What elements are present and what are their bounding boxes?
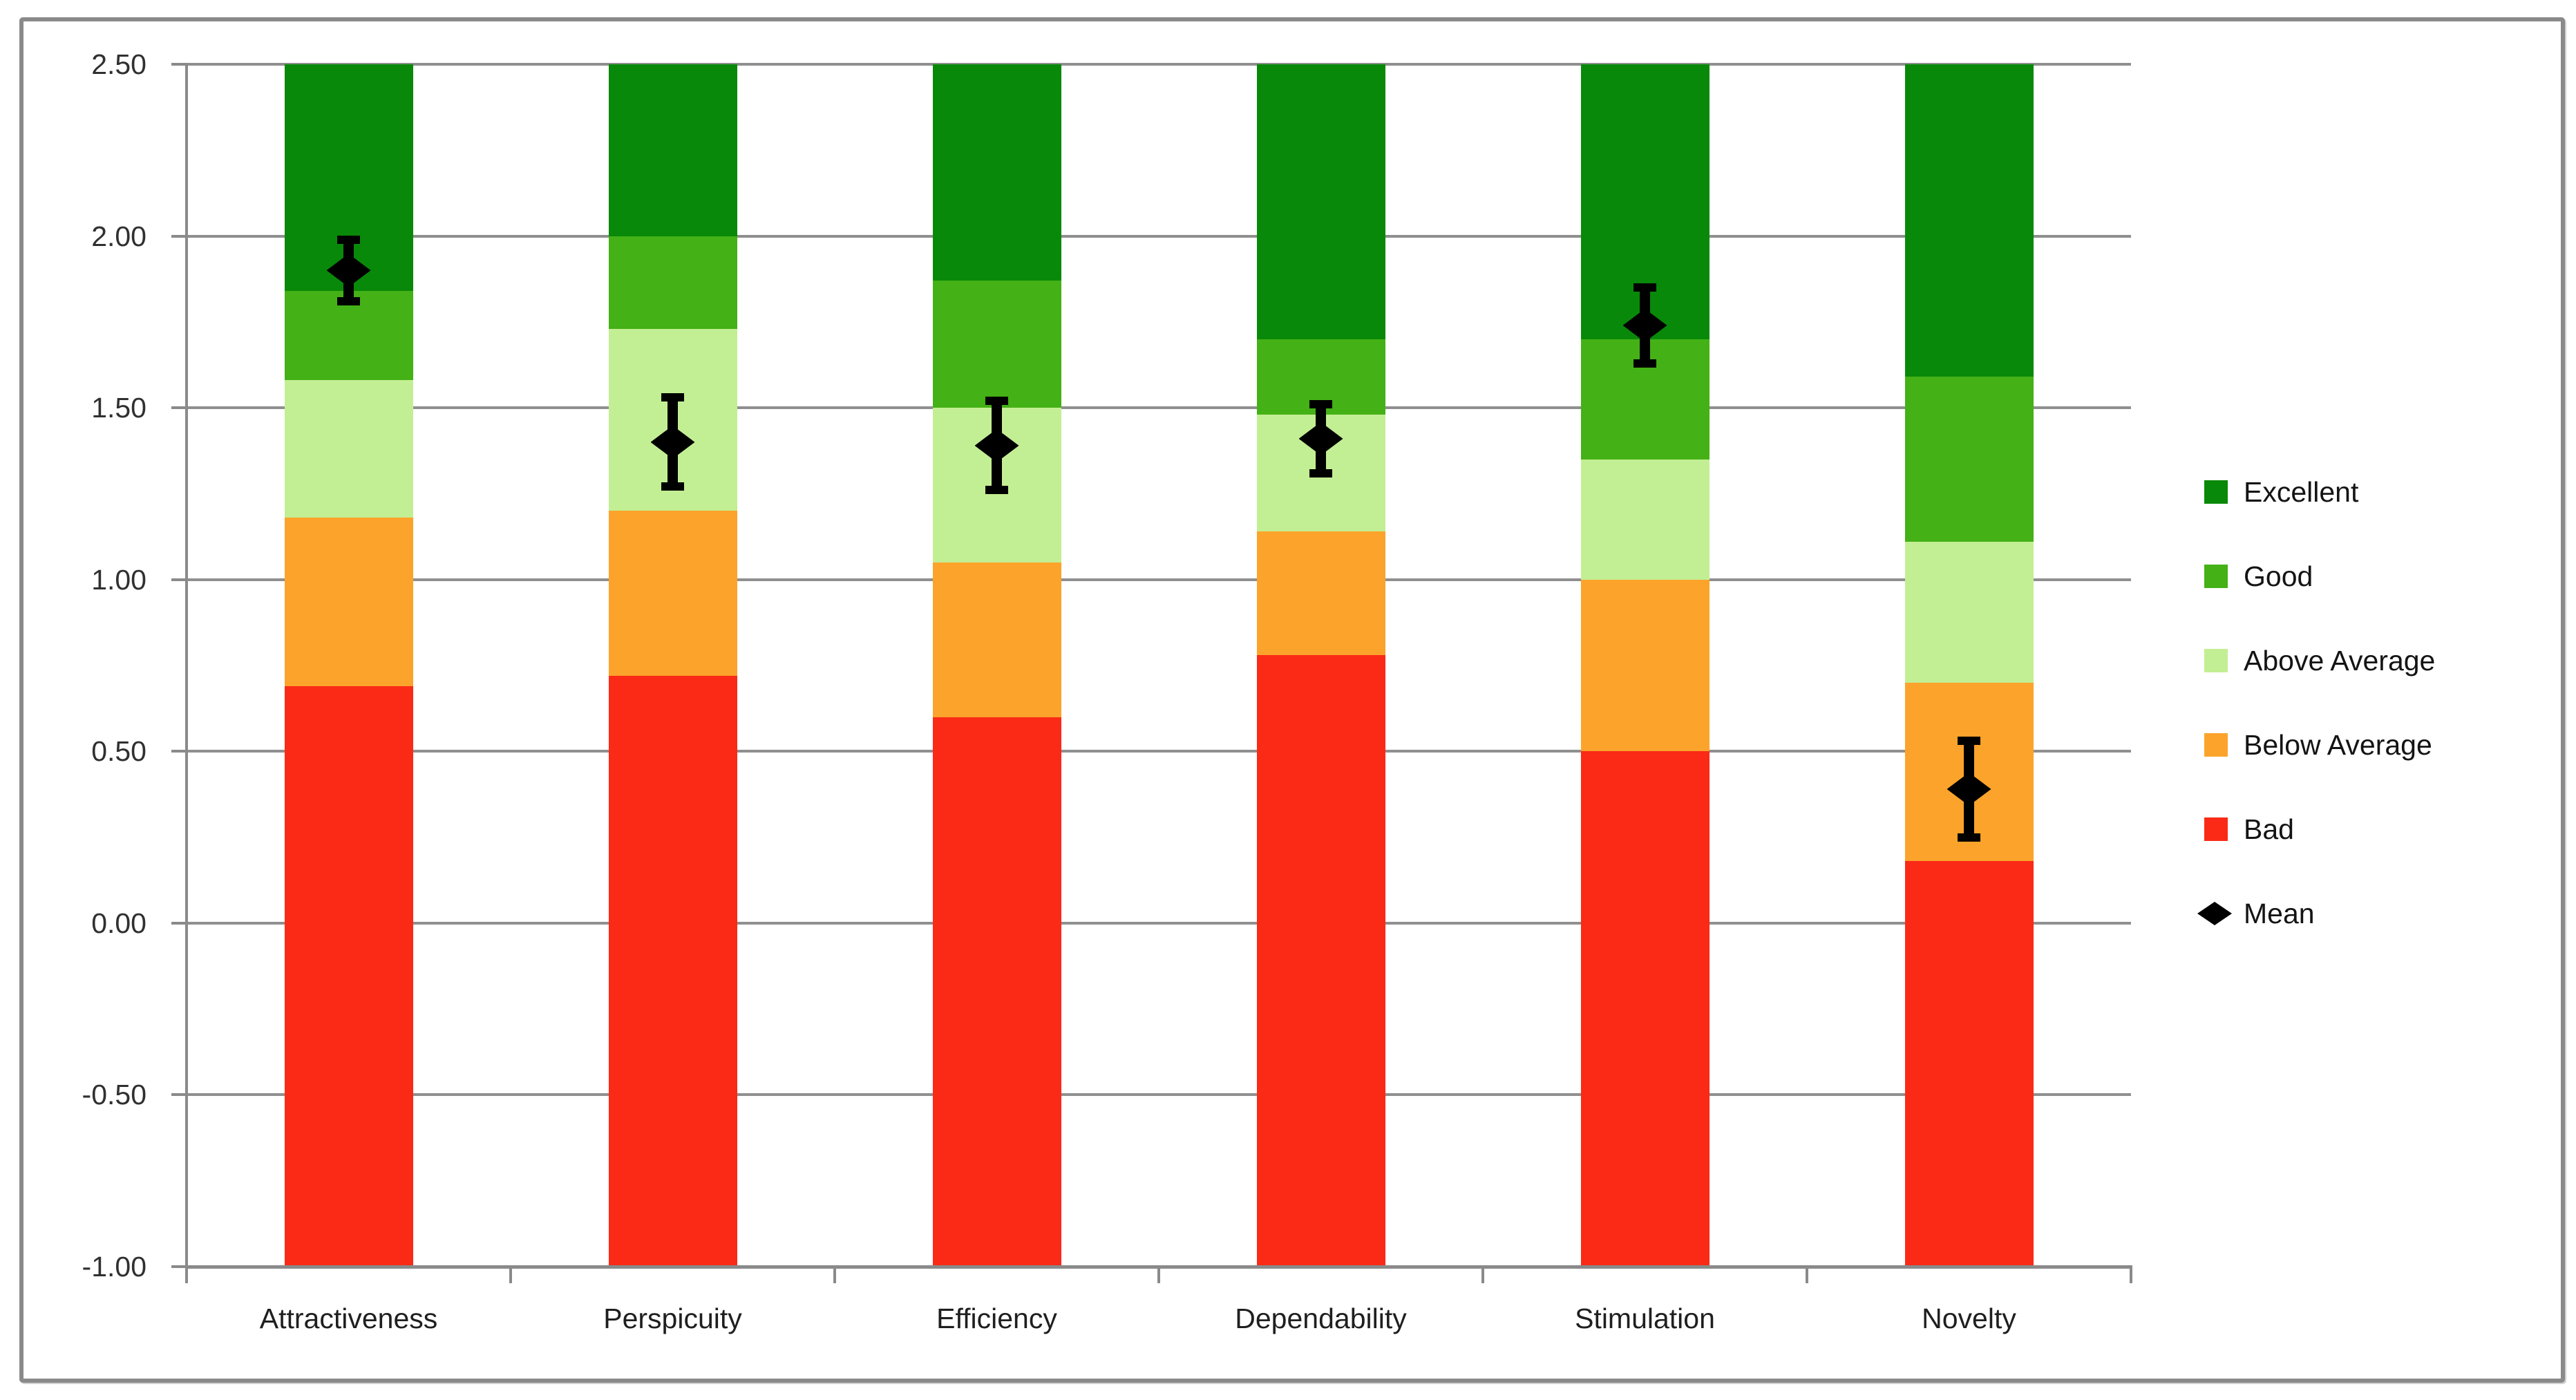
mean-error-bar-cap-top bbox=[337, 235, 360, 244]
legend-item-label: Above Average bbox=[2244, 645, 2436, 677]
legend-item-label: Bad bbox=[2244, 813, 2294, 845]
x-tick bbox=[833, 1267, 836, 1283]
legend-swatch-below-average bbox=[2204, 733, 2228, 757]
mean-error-bar-cap-top bbox=[1958, 737, 1980, 746]
y-tick bbox=[171, 750, 187, 753]
legend-swatch-good bbox=[2204, 565, 2228, 588]
legend-swatch-excellent bbox=[2204, 480, 2228, 504]
y-tick bbox=[171, 921, 187, 925]
x-tick bbox=[1806, 1267, 1808, 1283]
y-gridline bbox=[187, 1093, 2131, 1097]
x-tick bbox=[1481, 1267, 1484, 1283]
bar-segment-below-average bbox=[1580, 579, 1710, 752]
bar-segment-above-average bbox=[1904, 542, 2034, 683]
y-gridline bbox=[187, 234, 2131, 238]
bar-segment-excellent bbox=[1904, 64, 2034, 377]
y-tick bbox=[171, 1093, 187, 1097]
legend-item-label: Mean bbox=[2244, 898, 2315, 929]
mean-error-bar-cap-bottom bbox=[337, 297, 360, 306]
bar-segment-below-average bbox=[932, 562, 1061, 717]
bar-segment-good bbox=[932, 281, 1061, 408]
bar-segment-excellent bbox=[1256, 64, 1385, 339]
y-axis-tick-label: 0.50 bbox=[91, 735, 146, 768]
y-gridline bbox=[187, 578, 2131, 581]
x-tick bbox=[1157, 1267, 1160, 1283]
x-axis-category-label: Stimulation bbox=[1575, 1303, 1715, 1334]
y-axis-tick-label: 2.50 bbox=[91, 48, 146, 80]
bar-segment-above-average bbox=[1580, 459, 1710, 580]
y-tick bbox=[171, 578, 187, 581]
y-gridline bbox=[187, 406, 2131, 410]
y-axis-tick-label: 0.00 bbox=[91, 907, 146, 939]
y-axis-tick-label: 1.50 bbox=[91, 392, 146, 424]
mean-error-bar-cap-bottom bbox=[661, 482, 684, 491]
bar-segment-bad bbox=[1256, 655, 1385, 1267]
bar-segment-good bbox=[284, 291, 413, 381]
mean-error-bar-cap-top bbox=[985, 397, 1008, 406]
bar-segment-bad bbox=[608, 675, 737, 1267]
y-gridline bbox=[187, 750, 2131, 753]
y-tick bbox=[171, 63, 187, 66]
x-tick bbox=[509, 1267, 512, 1283]
bar-segment-excellent bbox=[932, 64, 1061, 281]
x-axis-category-label: Efficiency bbox=[936, 1303, 1057, 1334]
bar-segment-excellent bbox=[608, 64, 737, 236]
y-axis-tick-label: 1.00 bbox=[91, 563, 146, 596]
y-gridline bbox=[187, 921, 2131, 925]
legend-item-label: Good bbox=[2244, 560, 2313, 592]
bar-segment-below-average bbox=[284, 518, 413, 686]
bar-segment-good bbox=[608, 236, 737, 329]
legend-swatch-bad bbox=[2204, 817, 2228, 841]
y-tick bbox=[171, 234, 187, 238]
x-axis-category-label: Novelty bbox=[1922, 1303, 2016, 1334]
mean-error-bar-cap-top bbox=[1309, 400, 1332, 409]
bar-segment-bad bbox=[932, 717, 1061, 1267]
x-axis-category-label: Perspicuity bbox=[603, 1303, 742, 1334]
x-axis-category-label: Dependability bbox=[1235, 1303, 1407, 1334]
legend-item-label: Excellent bbox=[2244, 476, 2359, 508]
bar-segment-below-average bbox=[1256, 531, 1385, 656]
x-tick bbox=[185, 1267, 188, 1283]
y-gridline bbox=[187, 63, 2131, 66]
y-axis-line bbox=[185, 63, 188, 1283]
legend-swatch-above-average bbox=[2204, 649, 2228, 672]
bar-segment-bad bbox=[284, 685, 413, 1267]
bar-segment-below-average bbox=[608, 511, 737, 676]
bar-segment-above-average bbox=[284, 380, 413, 518]
y-axis-tick-label: 2.00 bbox=[91, 220, 146, 252]
bar-segment-good bbox=[1904, 377, 2034, 542]
y-tick bbox=[171, 1265, 187, 1268]
x-axis-category-label: Attractiveness bbox=[259, 1303, 438, 1334]
bar-segment-bad bbox=[1904, 861, 2034, 1267]
bar-segment-bad bbox=[1580, 751, 1710, 1267]
y-axis-tick-label: -0.50 bbox=[82, 1079, 146, 1111]
y-axis-tick-label: -1.00 bbox=[82, 1251, 146, 1283]
mean-error-bar-cap-top bbox=[661, 393, 684, 402]
mean-error-bar-cap-top bbox=[1633, 283, 1656, 292]
legend-item-label: Below Average bbox=[2244, 729, 2432, 761]
mean-error-bar-cap-bottom bbox=[1309, 469, 1332, 477]
x-tick bbox=[2130, 1267, 2132, 1283]
y-tick bbox=[171, 406, 187, 410]
mean-error-bar-cap-bottom bbox=[985, 486, 1008, 495]
mean-error-bar-cap-bottom bbox=[1633, 359, 1656, 368]
mean-error-bar-cap-bottom bbox=[1958, 833, 1980, 842]
